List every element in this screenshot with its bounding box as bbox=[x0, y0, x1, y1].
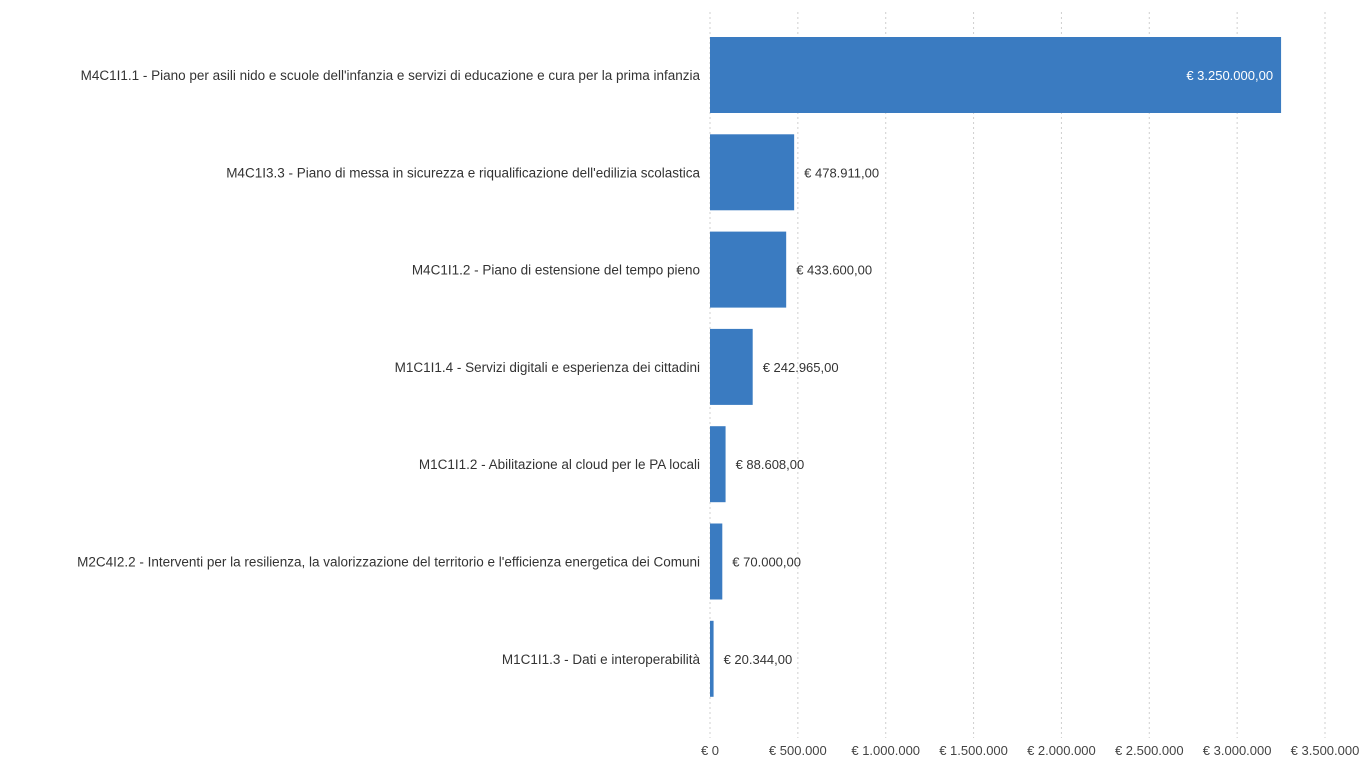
category-label: M4C1I1.2 - Piano di estensione del tempo… bbox=[412, 263, 700, 278]
category-label: M4C1I3.3 - Piano di messa in sicurezza e… bbox=[226, 165, 700, 180]
bar bbox=[710, 134, 795, 211]
category-label: M1C1I1.2 - Abilitazione al cloud per le … bbox=[419, 457, 700, 472]
category-label: M2C4I2.2 - Interventi per la resilienza,… bbox=[77, 555, 700, 570]
x-tick-label: € 1.000.000 bbox=[851, 743, 920, 758]
value-label: € 242.965,00 bbox=[763, 360, 839, 375]
category-label: M1C1I1.4 - Servizi digitali e esperienza… bbox=[395, 360, 700, 375]
gridlines bbox=[709, 12, 1326, 738]
value-labels: € 3.250.000,00 € 478.911,00 € 433.600,00 € … bbox=[724, 68, 1273, 667]
bar bbox=[710, 231, 787, 308]
value-label: € 478.911,00 bbox=[804, 165, 879, 180]
x-tick-label: € 1.500.000 bbox=[939, 743, 1008, 758]
bar bbox=[710, 426, 726, 503]
category-labels: M4C1I1.1 - Piano per asili nido e scuole… bbox=[77, 68, 700, 667]
value-label: € 88.608,00 bbox=[736, 457, 805, 472]
bar bbox=[710, 620, 714, 697]
value-label: € 3.250.000,00 bbox=[1186, 68, 1273, 83]
x-tick-label: € 2.000.000 bbox=[1027, 743, 1096, 758]
bar bbox=[710, 523, 723, 600]
x-tick-label: € 2.500.000 bbox=[1115, 743, 1184, 758]
x-tick-label: € 500.000 bbox=[769, 743, 827, 758]
x-tick-label: € 3.000.000 bbox=[1203, 743, 1272, 758]
x-tick-label: € 0 bbox=[701, 743, 719, 758]
x-axis-tick-labels: € 0 € 500.000 € 1.000.000 € 1.500.000 € 2.00… bbox=[701, 743, 1359, 758]
bar bbox=[710, 328, 753, 405]
bars bbox=[710, 37, 1282, 697]
category-label: M1C1I1.3 - Dati e interoperabilità bbox=[502, 652, 701, 667]
value-label: € 433.600,00 bbox=[796, 263, 872, 278]
value-label: € 20.344,00 bbox=[724, 652, 793, 667]
bar bbox=[710, 37, 1282, 113]
category-label: M4C1I1.1 - Piano per asili nido e scuole… bbox=[81, 68, 701, 83]
value-label: € 70.000,00 bbox=[732, 555, 801, 570]
x-tick-label: € 3.500.000 bbox=[1291, 743, 1360, 758]
